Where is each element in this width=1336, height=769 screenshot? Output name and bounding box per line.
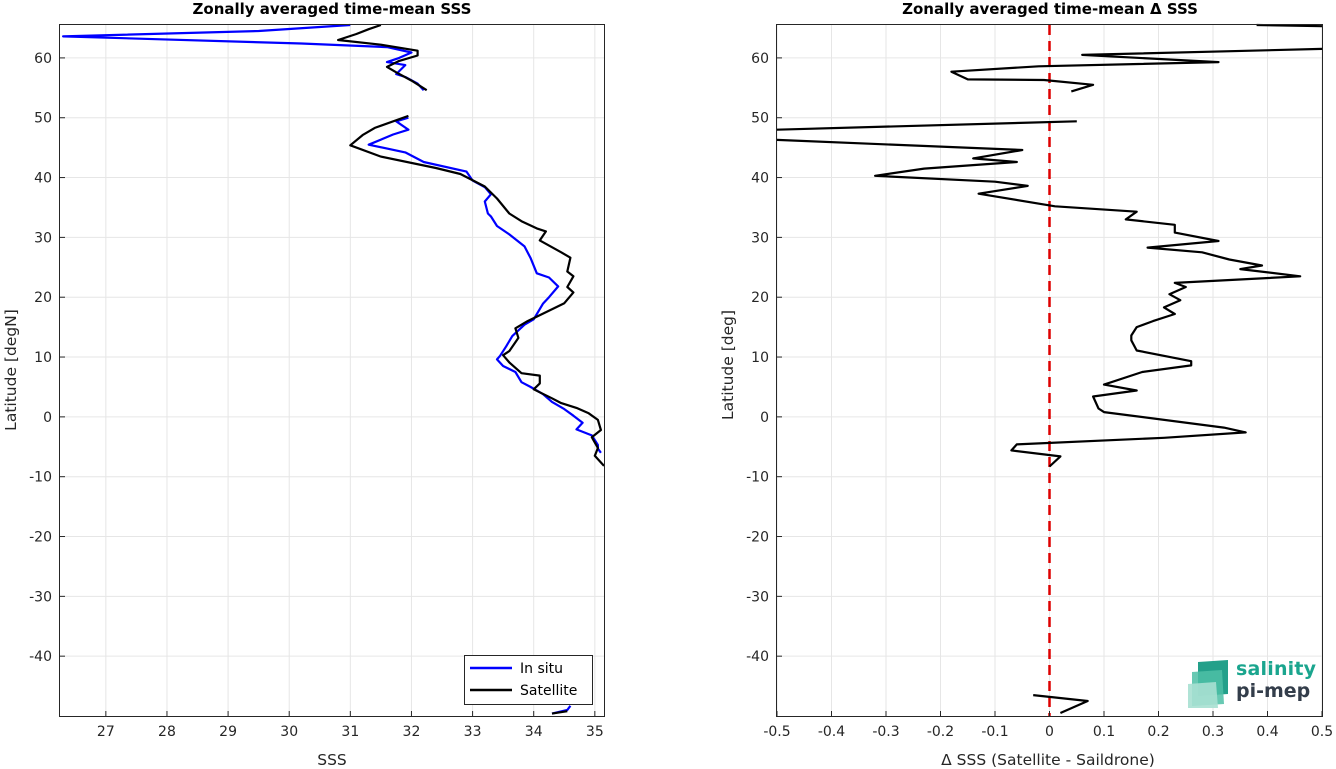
y-tick-label: -40	[746, 649, 769, 665]
salinity-pi-mep-logo: salinity pi-mep	[1186, 658, 1316, 710]
left-series-group	[61, 23, 605, 715]
series-line-delta-sss	[776, 120, 1077, 131]
x-tick-label: 27	[97, 724, 115, 740]
left-axes-frame	[59, 24, 605, 717]
left-axes: Zonally averaged time-mean SSS 27 28 29 30 3…	[2, 0, 605, 769]
y-tick-label: -30	[746, 589, 769, 605]
y-tick-label: 0	[43, 410, 52, 426]
x-tick-label: 33	[464, 724, 482, 740]
y-tick-label: 30	[751, 230, 769, 246]
x-tick-label: 28	[158, 724, 176, 740]
x-tick-label: 0	[1045, 724, 1054, 740]
right-chart-title: Zonally averaged time-mean Δ SSS	[902, 0, 1198, 18]
left-y-axis-label: Latitude [degN]	[2, 309, 20, 431]
x-tick-label: -0.4	[818, 724, 845, 740]
y-tick-label: 10	[751, 350, 769, 366]
series-line-satellite	[349, 114, 605, 467]
series-line-delta-sss	[1256, 23, 1323, 28]
logo-line-1: salinity	[1236, 658, 1317, 680]
series-line-delta-sss	[776, 138, 1302, 468]
y-tick-label: -30	[29, 589, 52, 605]
series-line-satellite	[551, 710, 568, 715]
right-y-axis-label: Latitude [deg]	[719, 310, 737, 420]
right-axes-frame	[776, 24, 1323, 717]
y-tick-label: 0	[760, 410, 769, 426]
x-tick-label: -0.2	[927, 724, 954, 740]
series-line-delta-sss	[950, 47, 1323, 93]
x-tick-label: 35	[586, 724, 604, 740]
y-tick-label: 60	[34, 51, 52, 67]
series-line-in-situ	[367, 116, 602, 454]
right-tick-labels: -0.5 -0.4 -0.3 -0.2 -0.1 0 0.1 0.2 0.3 0.4 0.5 -40 -…	[746, 51, 1333, 740]
legend-box	[464, 655, 593, 705]
left-tick-labels: 27 28 29 30 31 32 33 34 35 -40 -30 -20 -10 0 10 20 30 40 5…	[29, 51, 604, 740]
series-line-delta-sss	[1033, 694, 1089, 715]
x-tick-label: 0.4	[1256, 724, 1278, 740]
y-tick-label: 60	[751, 51, 769, 67]
y-tick-label: 50	[34, 111, 52, 127]
legend-label-satellite: Satellite	[520, 683, 577, 699]
y-tick-label: 10	[34, 350, 52, 366]
y-tick-label: -40	[29, 649, 52, 665]
x-tick-label: 32	[403, 724, 421, 740]
y-tick-label: -20	[29, 530, 52, 546]
x-tick-label: 30	[280, 724, 298, 740]
y-tick-label: 20	[751, 290, 769, 306]
series-line-satellite	[337, 23, 428, 92]
y-tick-label: -10	[29, 470, 52, 486]
right-axes: Zonally averaged time-mean Δ SSS -0.5 -0.…	[719, 0, 1333, 769]
x-tick-label: -0.5	[763, 724, 790, 740]
x-tick-label: 0.5	[1311, 724, 1333, 740]
legend: In situ Satellite	[464, 655, 593, 705]
y-tick-label: 20	[34, 290, 52, 306]
left-chart-title: Zonally averaged time-mean SSS	[193, 0, 472, 18]
right-series-group	[776, 23, 1323, 715]
logo-line-2: pi-mep	[1236, 680, 1311, 702]
y-tick-label: 50	[751, 111, 769, 127]
x-tick-label: 0.1	[1093, 724, 1115, 740]
y-tick-label: 40	[751, 171, 769, 187]
x-tick-label: 0.2	[1147, 724, 1169, 740]
y-tick-label: 40	[34, 171, 52, 187]
x-tick-label: 29	[219, 724, 237, 740]
y-tick-label: -20	[746, 530, 769, 546]
x-tick-label: -0.3	[872, 724, 899, 740]
x-tick-label: 31	[341, 724, 359, 740]
y-tick-label: 30	[34, 230, 52, 246]
wave-logo-icon	[1188, 660, 1228, 708]
left-gridlines	[60, 25, 604, 716]
legend-label-in-situ: In situ	[520, 661, 563, 677]
right-x-axis-label: Δ SSS (Satellite - Saildrone)	[941, 751, 1155, 769]
x-tick-label: -0.1	[981, 724, 1008, 740]
x-tick-label: 34	[525, 724, 543, 740]
left-x-axis-label: SSS	[317, 751, 347, 769]
y-tick-label: -10	[746, 470, 769, 486]
x-tick-label: 0.3	[1202, 724, 1224, 740]
